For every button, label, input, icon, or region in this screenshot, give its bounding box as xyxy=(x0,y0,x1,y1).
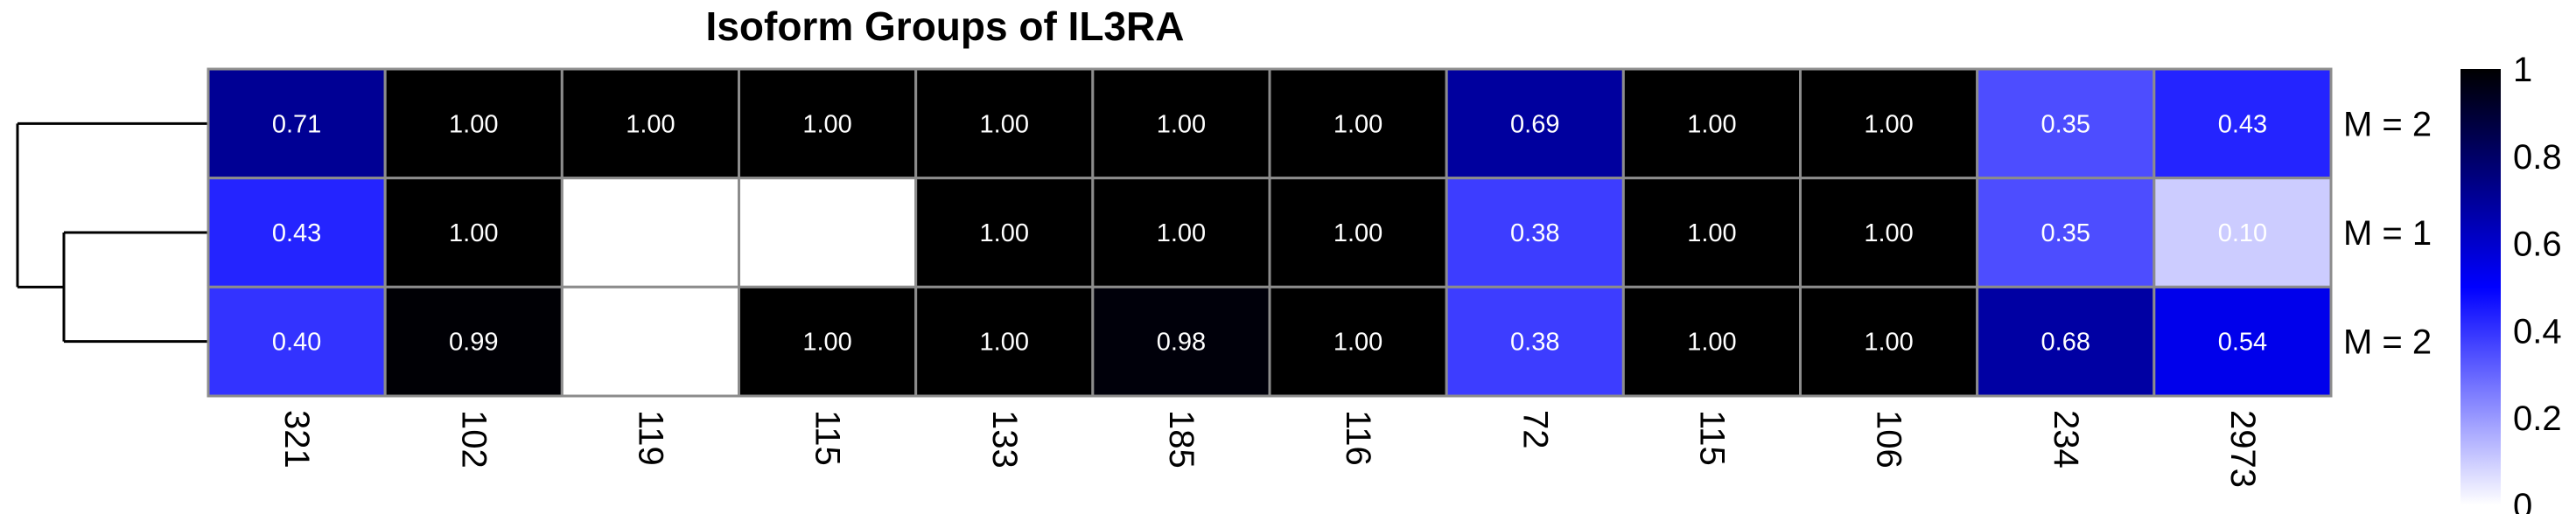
color-scale-tick-label: 1 xyxy=(2513,51,2532,89)
cell-value-label: 1.00 xyxy=(802,110,851,138)
color-scale-tick-label: 0.8 xyxy=(2513,138,2562,177)
cell-value-label: 1.00 xyxy=(980,219,1029,247)
heatmap-cell xyxy=(1091,67,1271,180)
cell-value-label: 1.00 xyxy=(1687,329,1736,357)
heatmap-cell xyxy=(1799,67,1979,180)
heatmap-cells: 0.71 1.00 1.00 1.00 1.00 1.00 1.00 0.69 1.00 1.00… xyxy=(206,67,2333,398)
cell-value-label: 0.38 xyxy=(1510,329,1559,357)
column-label: 106 xyxy=(1870,410,1908,469)
column-label: 2973 xyxy=(2223,410,2262,488)
heatmap-cell xyxy=(1091,285,1271,398)
cell-value-label: 0.35 xyxy=(2041,219,2090,247)
color-scale-tick-label: 0 xyxy=(2513,487,2532,514)
column-label: 115 xyxy=(808,410,847,466)
color-scale-tick-label: 0.6 xyxy=(2513,226,2562,264)
column-label: 115 xyxy=(1692,410,1731,466)
cell-value-label: 1.00 xyxy=(449,219,498,247)
heatmap-cell xyxy=(738,177,918,288)
column-labels: 321 102 119 115 133 185 116 72 115 106 234 2973 xyxy=(277,410,2262,488)
color-scale-tick-label: 0.4 xyxy=(2513,312,2562,351)
heatmap-cell xyxy=(206,177,387,288)
column-label: 72 xyxy=(1516,410,1554,449)
color-scale-bar xyxy=(2460,69,2501,505)
heatmap-cell xyxy=(1268,177,1448,288)
row-label: M = 2 xyxy=(2343,105,2432,143)
row-label: M = 1 xyxy=(2343,214,2432,253)
cell-value-label: 0.43 xyxy=(2218,110,2267,138)
column-label: 116 xyxy=(1339,410,1377,466)
heatmap-cell xyxy=(560,177,740,288)
heatmap-cell xyxy=(1976,67,2156,180)
cell-value-label: 1.00 xyxy=(1864,329,1913,357)
cell-value-label: 0.54 xyxy=(2218,329,2267,357)
heatmap-cell xyxy=(206,285,387,398)
cell-value-label: 1.00 xyxy=(802,329,851,357)
cell-value-label: 0.71 xyxy=(272,110,321,138)
heatmap-cell xyxy=(1445,177,1625,288)
column-label: 133 xyxy=(985,410,1024,469)
chart-title: Isoform Groups of IL3RA xyxy=(706,3,1185,49)
cell-value-label: 0.10 xyxy=(2218,219,2267,247)
color-scale: 0 0.2 0.4 0.6 0.8 1 xyxy=(2460,51,2562,514)
cell-value-label: 1.00 xyxy=(1157,110,1206,138)
cell-value-label: 1.00 xyxy=(1864,110,1913,138)
cell-value-label: 0.35 xyxy=(2041,110,2090,138)
heatmap-cell xyxy=(1445,67,1625,180)
heatmap-cell xyxy=(1976,285,2156,398)
cell-value-label: 1.00 xyxy=(626,110,675,138)
column-label: 102 xyxy=(454,410,493,469)
heatmap-cell xyxy=(1799,285,1979,398)
cell-value-label: 1.00 xyxy=(1687,110,1736,138)
cell-value-label: 1.00 xyxy=(1334,219,1382,247)
cell-value-label: 1.00 xyxy=(980,329,1029,357)
heatmap-cell xyxy=(560,285,740,398)
heatmap-cell xyxy=(1268,285,1448,398)
cell-value-label: 1.00 xyxy=(1157,219,1206,247)
heatmap-cell xyxy=(2152,177,2333,288)
cell-value-label: 0.69 xyxy=(1510,110,1559,138)
heatmap-cell xyxy=(2152,285,2333,398)
heatmap-cell xyxy=(1268,67,1448,180)
heatmap-cell xyxy=(1621,285,1802,398)
heatmap-cell xyxy=(738,67,918,180)
cell-value-label: 1.00 xyxy=(1334,110,1382,138)
cell-value-label: 0.68 xyxy=(2041,329,2090,357)
column-label: 185 xyxy=(1162,410,1200,469)
heatmap-cell xyxy=(1445,285,1625,398)
column-label: 234 xyxy=(2047,410,2085,469)
cell-value-label: 0.43 xyxy=(272,219,321,247)
cell-value-label: 1.00 xyxy=(1864,219,1913,247)
cell-value-label: 1.00 xyxy=(1687,219,1736,247)
column-label: 321 xyxy=(277,410,316,469)
color-scale-tick-label: 0.2 xyxy=(2513,399,2562,438)
heatmap-cell xyxy=(914,67,1095,180)
heatmap-cell xyxy=(383,177,564,288)
row-label: M = 2 xyxy=(2343,323,2432,362)
cell-value-label: 0.98 xyxy=(1157,329,1206,357)
row-labels: M = 2 M = 1 M = 2 xyxy=(2343,105,2432,361)
cell-value-label: 0.40 xyxy=(272,329,321,357)
cell-value-label: 1.00 xyxy=(980,110,1029,138)
cell-value-label: 0.38 xyxy=(1510,219,1559,247)
heatmap-cell xyxy=(914,285,1095,398)
heatmap-cell xyxy=(383,285,564,398)
row-dendrogram xyxy=(16,122,208,344)
cell-value-label: 1.00 xyxy=(1334,329,1382,357)
cell-value-label: 1.00 xyxy=(449,110,498,138)
column-label: 119 xyxy=(631,410,669,466)
cell-value-label: 0.99 xyxy=(449,329,498,357)
heatmap-cell xyxy=(1976,177,2156,288)
heatmap-cell xyxy=(2152,67,2333,180)
